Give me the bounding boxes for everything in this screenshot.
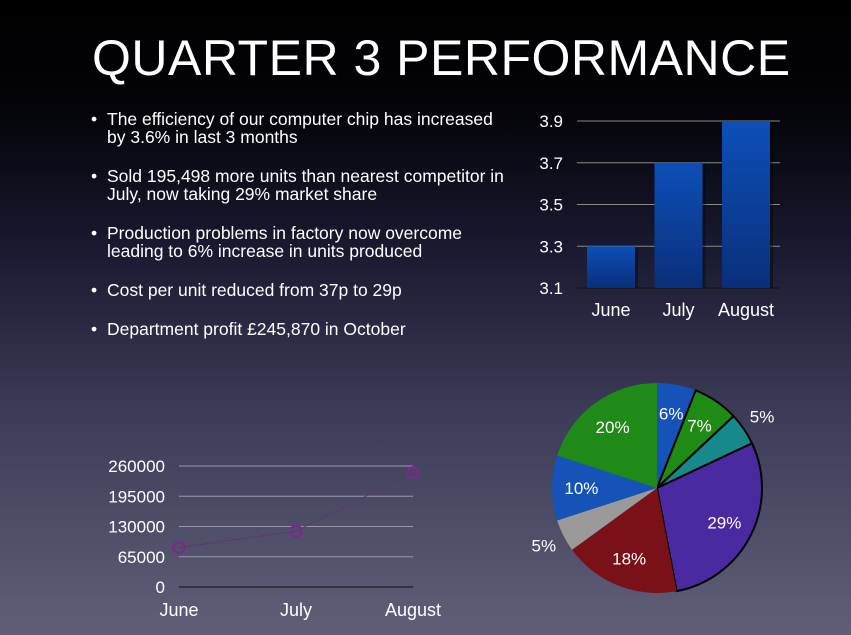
y-tick-label: 3.9	[539, 112, 563, 131]
y-tick-label: 130000	[108, 518, 165, 537]
x-tick-label: June	[591, 300, 630, 320]
y-tick-label: 3.7	[539, 154, 563, 173]
bullet-item: Sold 195,498 more units than nearest com…	[91, 167, 511, 203]
y-tick-label: 3.5	[539, 196, 563, 215]
y-tick-label: 0	[156, 578, 165, 597]
pie-label: 5%	[750, 408, 775, 427]
pie-slice	[552, 455, 657, 521]
bar	[654, 162, 703, 288]
pie-slice	[655, 441, 763, 593]
y-tick-label: 3.1	[539, 279, 563, 298]
x-tick-label: July	[280, 600, 312, 620]
pie-label: 6%	[659, 405, 684, 424]
pie-label: 18%	[612, 549, 646, 568]
slide-title: QUARTER 3 PERFORMANCE	[92, 30, 791, 86]
y-tick-label: 195000	[108, 487, 165, 506]
pie-label: 5%	[532, 537, 557, 556]
bar	[587, 246, 635, 288]
line-chart: 0 65000 130000 195000 260000 June July August	[108, 457, 441, 620]
y-tick-label: 260000	[108, 457, 165, 476]
y-tick-label: 65000	[118, 548, 165, 567]
bullet-item: Production problems in factory now overc…	[91, 224, 511, 260]
data-point	[172, 540, 186, 555]
bullet-item: Cost per unit reduced from 37p to 29p	[91, 281, 511, 299]
x-tick-label: June	[159, 600, 198, 620]
x-tick-label: August	[385, 600, 441, 620]
pie-slice	[557, 488, 657, 550]
data-point	[406, 465, 420, 480]
x-tick-label: July	[662, 300, 694, 320]
pie-label: 7%	[687, 416, 712, 435]
y-tick-label: 3.3	[539, 237, 563, 256]
x-tick-label: August	[718, 300, 774, 320]
pie-chart: 6%7% 5% 29% 18% 5% 10% 20%	[532, 383, 775, 593]
bullet-item: Department profit £245,870 in October	[91, 320, 511, 338]
bullet-list: The efficiency of our computer chip has …	[91, 110, 511, 359]
pie-label: 29%	[707, 513, 741, 532]
bar-chart: 3.1 3.3 3.5 3.7 3.9 June July August	[539, 112, 780, 320]
bullet-item: The efficiency of our computer chip has …	[91, 110, 511, 146]
pie-label: 20%	[596, 418, 630, 437]
pie-slice	[557, 383, 657, 488]
bar	[722, 121, 770, 288]
pie-slice	[572, 488, 677, 593]
series-line	[178, 472, 414, 548]
data-point	[289, 524, 303, 538]
pie-label: 10%	[564, 479, 598, 498]
